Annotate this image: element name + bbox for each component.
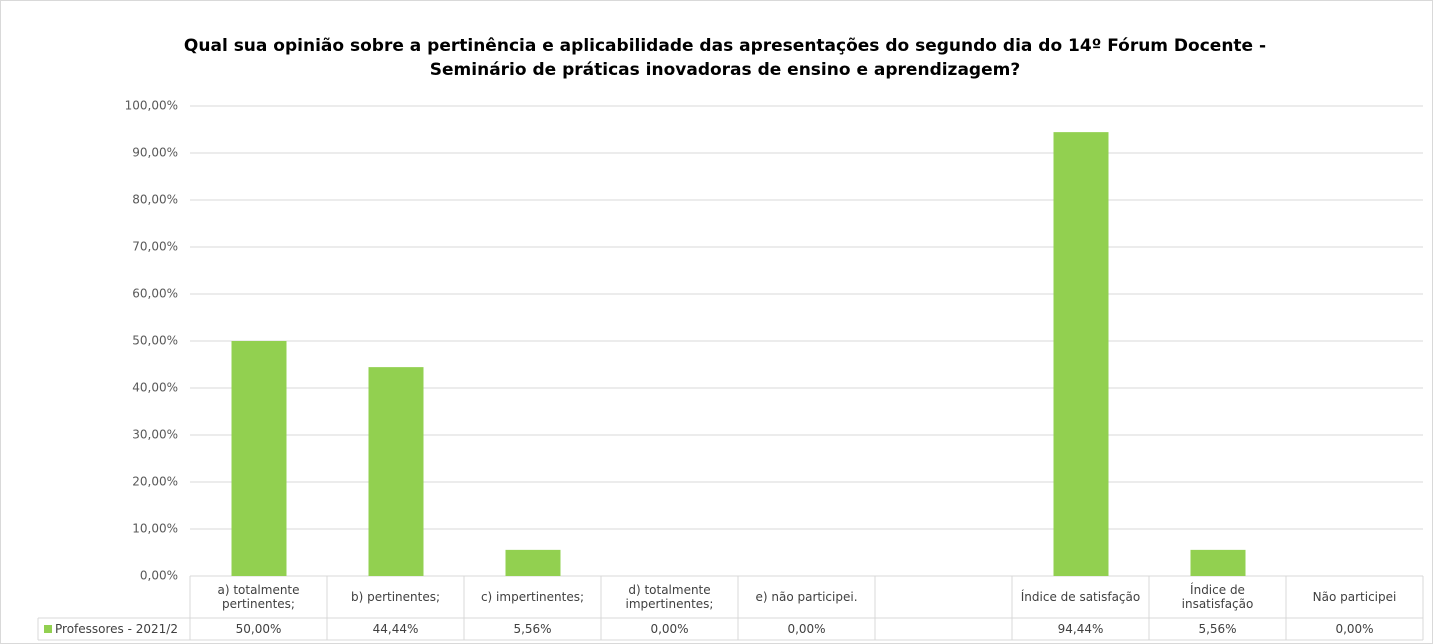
x-tick-label: Não participei bbox=[1312, 590, 1397, 604]
x-tick-label: b) pertinentes; bbox=[350, 590, 441, 604]
value-label: 94,44% bbox=[1057, 622, 1104, 636]
bar bbox=[1053, 132, 1109, 576]
y-tick-label: 70,00% bbox=[132, 240, 178, 254]
y-tick-label: 90,00% bbox=[132, 146, 178, 160]
y-tick-label: 60,00% bbox=[132, 287, 178, 301]
y-tick-label: 10,00% bbox=[132, 522, 178, 536]
value-label: 0,00% bbox=[650, 622, 689, 636]
value-label: 0,00% bbox=[1335, 622, 1374, 636]
y-tick-label: 50,00% bbox=[132, 334, 178, 348]
value-label: 50,00% bbox=[235, 622, 282, 636]
x-tick-label: Índice de satisfação bbox=[1020, 590, 1141, 604]
x-tick-label: e) não participei. bbox=[755, 590, 858, 604]
value-label: 0,00% bbox=[787, 622, 826, 636]
y-tick-label: 80,00% bbox=[132, 193, 178, 207]
y-tick-label: 100,00% bbox=[125, 99, 178, 113]
value-label: 44,44% bbox=[372, 622, 419, 636]
x-tick-label: Índice de insatisfação bbox=[1181, 583, 1254, 611]
value-label: 5,56% bbox=[1198, 622, 1237, 636]
bar bbox=[1190, 549, 1246, 576]
x-tick-label: d) totalmente impertinentes; bbox=[625, 583, 714, 611]
chart-title: Qual sua opinião sobre a pertinência e a… bbox=[183, 36, 1267, 80]
value-label: 5,56% bbox=[513, 622, 552, 636]
y-tick-label: 20,00% bbox=[132, 475, 178, 489]
legend-label: Professores - 2021/2 bbox=[55, 622, 178, 636]
bar bbox=[231, 341, 287, 576]
x-tick-label: a) totalmente pertinentes; bbox=[217, 583, 300, 611]
legend-swatch bbox=[44, 625, 52, 633]
x-tick-label: c) impertinentes; bbox=[480, 590, 585, 604]
bar bbox=[505, 549, 561, 576]
y-tick-label: 0,00% bbox=[140, 569, 178, 583]
bar bbox=[368, 367, 424, 576]
y-tick-label: 40,00% bbox=[132, 381, 178, 395]
y-tick-label: 30,00% bbox=[132, 428, 178, 442]
